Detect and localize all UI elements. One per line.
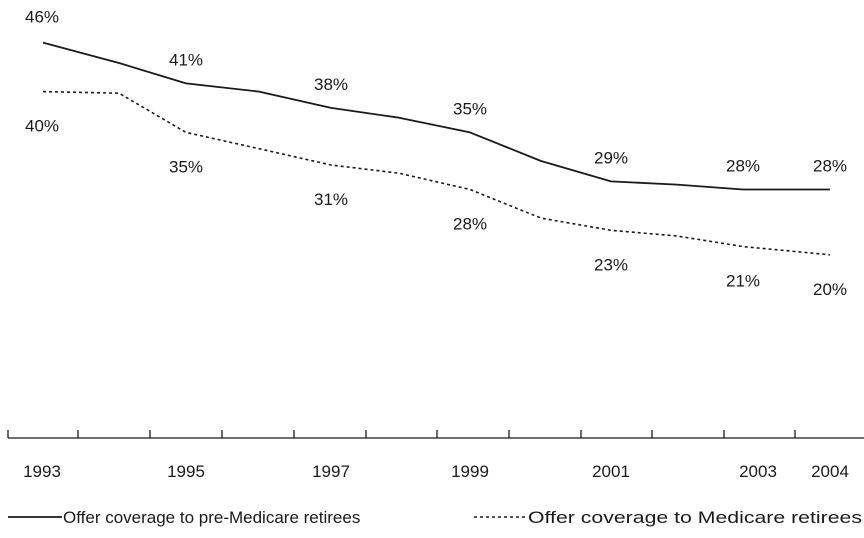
data-label-s1-2003: 28% [726, 157, 760, 176]
data-label-s2-1997: 31% [314, 190, 348, 209]
legend: Offer coverage to pre-Medicare retirees O… [8, 508, 862, 527]
series-line-1 [42, 41, 830, 191]
x-tick-label-2001: 2001 [592, 462, 630, 481]
data-label-s1-1993: 46% [25, 8, 59, 27]
data-label-s1-1999: 35% [453, 99, 487, 118]
x-axis: 1993 1995 1997 1999 2001 2003 2004 [7, 430, 864, 481]
data-label-s2-1999: 28% [453, 215, 487, 234]
x-tick-label-2003: 2003 [739, 462, 777, 481]
data-labels: 46% 41% 38% 35% 29% 28% 28% 40% 35% 31% 28% 23% 21% 2… [25, 8, 847, 299]
series-lines [42, 41, 831, 256]
x-tick-label-1993: 1993 [23, 462, 61, 481]
legend-label-2: Offer coverage to Medicare retirees [528, 508, 862, 527]
data-label-s2-2001: 23% [594, 255, 628, 274]
data-label-s1-2004: 28% [813, 157, 847, 176]
data-label-s1-1995: 41% [169, 50, 203, 69]
data-label-s1-1997: 38% [314, 75, 348, 94]
data-label-s2-1995: 35% [169, 157, 203, 176]
data-label-s2-2003: 21% [726, 272, 760, 291]
x-tick-label-1995: 1995 [167, 462, 205, 481]
x-tick-label-1997: 1997 [312, 462, 350, 481]
series-line-2 [42, 90, 831, 256]
x-tick-label-1999: 1999 [451, 462, 489, 481]
data-label-s2-2004: 20% [813, 280, 847, 299]
x-tick-label-2004: 2004 [811, 462, 849, 481]
data-label-s1-2001: 29% [594, 148, 628, 167]
data-label-s2-1993: 40% [25, 117, 59, 136]
legend-label-1: Offer coverage to pre-Medicare retirees [63, 508, 360, 527]
